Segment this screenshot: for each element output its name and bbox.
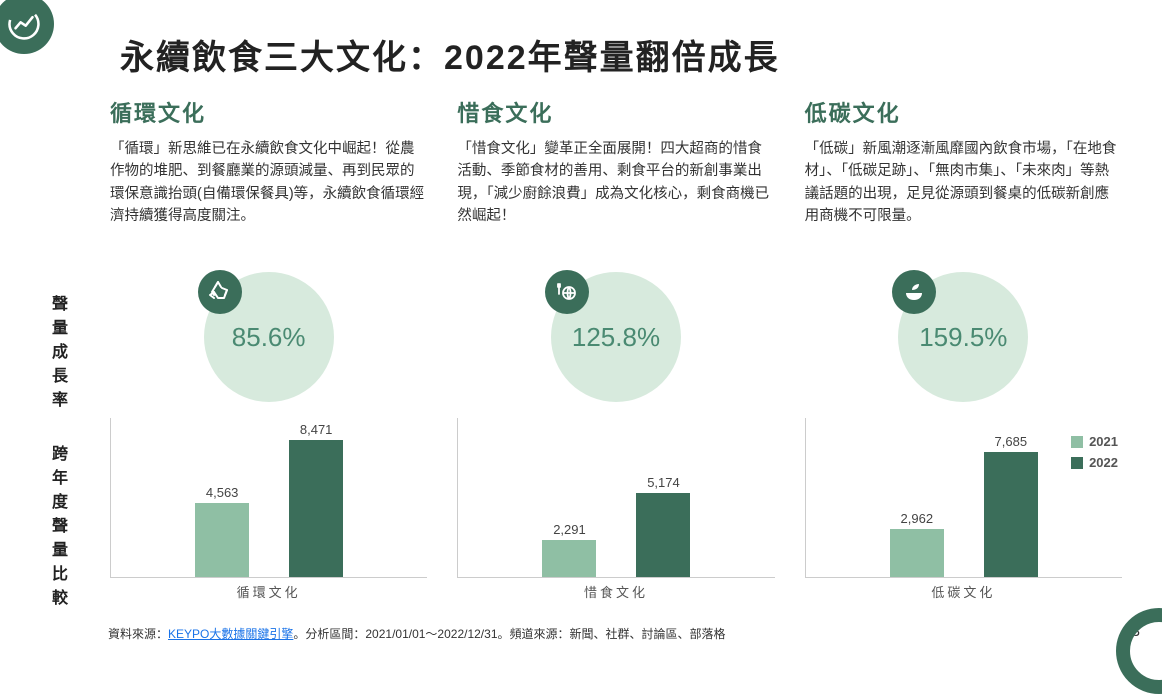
bar-label-2022: 5,174 bbox=[647, 475, 680, 490]
bar-2022 bbox=[636, 493, 690, 577]
page-title: 永續飲食三大文化：2022年聲量翻倍成長 bbox=[120, 30, 780, 79]
footnote-prefix: 資料來源： bbox=[108, 627, 168, 641]
footnote-link[interactable]: KEYPO大數據關鍵引擎 bbox=[168, 627, 293, 641]
stat-value: 159.5% bbox=[919, 322, 1007, 353]
bar-label-2022: 8,471 bbox=[300, 422, 333, 437]
legend: 2021 2022 bbox=[1071, 434, 1118, 470]
bar-2022 bbox=[289, 440, 343, 577]
stat-row: 125.8% bbox=[457, 262, 774, 412]
bar-2021 bbox=[890, 529, 944, 577]
legend-item-2021: 2021 bbox=[1071, 434, 1118, 449]
column-title: 循環文化 bbox=[110, 96, 427, 128]
corner-decoration bbox=[1116, 608, 1162, 694]
legend-swatch bbox=[1071, 436, 1083, 448]
stat-value: 125.8% bbox=[572, 322, 660, 353]
rail-label-growth: 聲量成長率 bbox=[50, 290, 70, 410]
column-desc: 「惜食文化」變革正全面展開！四大超商的惜食活動、季節食材的善用、剩食平台的新創事… bbox=[457, 138, 774, 258]
legend-swatch bbox=[1071, 457, 1083, 469]
bowl-leaf-icon bbox=[892, 270, 936, 314]
food-globe-icon bbox=[545, 270, 589, 314]
x-axis-label: 惜食文化 bbox=[457, 582, 774, 601]
stat-row: 159.5% bbox=[805, 262, 1122, 412]
bar-2021 bbox=[542, 540, 596, 577]
bar-label-2021: 4,563 bbox=[206, 485, 239, 500]
column-circular: 循環文化 「循環」新思維已在永續飲食文化中崛起！從農作物的堆肥、到餐廳業的源頭減… bbox=[110, 96, 427, 601]
column-desc: 「低碳」新風潮逐漸風靡國內飲食市場，「在地食材」、「低碳足跡」、「無肉市集」、「… bbox=[805, 138, 1122, 258]
column-lowcarbon: 低碳文化 「低碳」新風潮逐漸風靡國內飲食市場，「在地食材」、「低碳足跡」、「無肉… bbox=[805, 96, 1122, 601]
bar-label-2022: 7,685 bbox=[995, 434, 1028, 449]
bar-label-2021: 2,962 bbox=[901, 511, 934, 526]
stat-row: 85.6% bbox=[110, 262, 427, 412]
brand-logo bbox=[0, 0, 54, 54]
columns-container: 循環文化 「循環」新思維已在永續飲食文化中崛起！從農作物的堆肥、到餐廳業的源頭減… bbox=[110, 96, 1122, 601]
rail-label-compare: 跨年度聲量比較 bbox=[50, 440, 70, 608]
footnote: 資料來源：KEYPO大數據關鍵引擎。分析區間：2021/01/01～2022/1… bbox=[108, 625, 726, 642]
legend-label: 2021 bbox=[1089, 434, 1118, 449]
column-title: 低碳文化 bbox=[805, 96, 1122, 128]
bar-2021 bbox=[195, 503, 249, 577]
recycle-icon bbox=[198, 270, 242, 314]
bar-chart: 4,563 8,471 bbox=[110, 418, 427, 578]
bar-chart: 2,291 5,174 bbox=[457, 418, 774, 578]
x-axis-label: 低碳文化 bbox=[805, 582, 1122, 601]
legend-label: 2022 bbox=[1089, 455, 1118, 470]
column-desc: 「循環」新思維已在永續飲食文化中崛起！從農作物的堆肥、到餐廳業的源頭減量、再到民… bbox=[110, 138, 427, 258]
stat-value: 85.6% bbox=[232, 322, 306, 353]
bar-2022 bbox=[984, 452, 1038, 577]
column-title: 惜食文化 bbox=[457, 96, 774, 128]
footnote-suffix: 。分析區間：2021/01/01～2022/12/31。頻道來源：新聞、社群、討… bbox=[293, 627, 725, 641]
column-cherish: 惜食文化 「惜食文化」變革正全面展開！四大超商的惜食活動、季節食材的善用、剩食平… bbox=[457, 96, 774, 601]
x-axis-label: 循環文化 bbox=[110, 582, 427, 601]
bar-label-2021: 2,291 bbox=[553, 522, 586, 537]
legend-item-2022: 2022 bbox=[1071, 455, 1118, 470]
